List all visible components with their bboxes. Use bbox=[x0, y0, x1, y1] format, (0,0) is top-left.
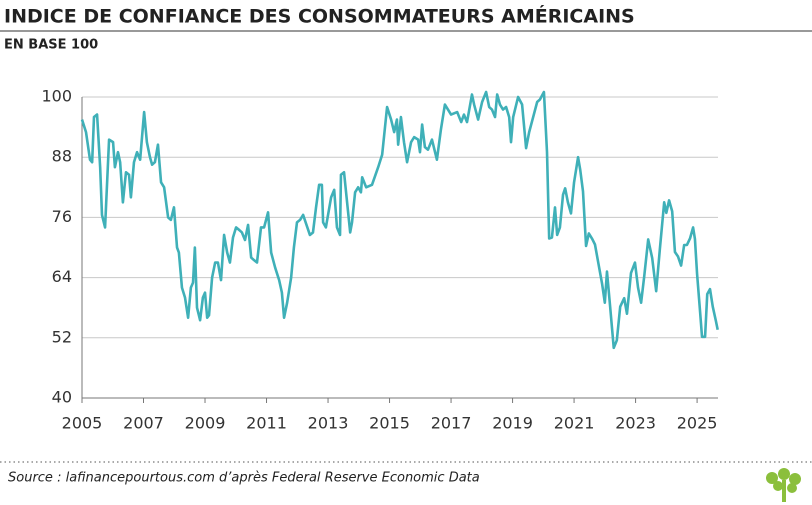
x-tick-label: 2025 bbox=[677, 414, 718, 433]
source-note: Source : lafinancepourtous.com d’après F… bbox=[8, 471, 480, 486]
chart-title: INDICE DE CONFIANCE DES CONSOMMATEURS AM… bbox=[4, 5, 635, 28]
y-tick-label: 64 bbox=[52, 267, 72, 286]
y-tick-label: 76 bbox=[52, 207, 72, 226]
x-tick-label: 2015 bbox=[369, 414, 410, 433]
x-tick-label: 2011 bbox=[246, 414, 287, 433]
x-tick-label: 2009 bbox=[185, 414, 226, 433]
data-line bbox=[80, 90, 719, 350]
x-tick-label: 2017 bbox=[431, 414, 472, 433]
x-tick-label: 2007 bbox=[123, 414, 164, 433]
logo bbox=[766, 468, 801, 502]
x-tick-label: 2005 bbox=[62, 414, 103, 433]
x-tick-label: 2021 bbox=[554, 414, 595, 433]
x-tick-label: 2013 bbox=[308, 414, 349, 433]
x-tick-label: 2019 bbox=[492, 414, 533, 433]
y-tick-label: 100 bbox=[41, 87, 72, 106]
y-tick-label: 52 bbox=[52, 327, 72, 346]
y-tick-label: 40 bbox=[52, 388, 72, 407]
chart-subtitle: EN BASE 100 bbox=[4, 38, 98, 53]
x-tick-label: 2023 bbox=[615, 414, 656, 433]
y-tick-label: 88 bbox=[52, 147, 72, 166]
